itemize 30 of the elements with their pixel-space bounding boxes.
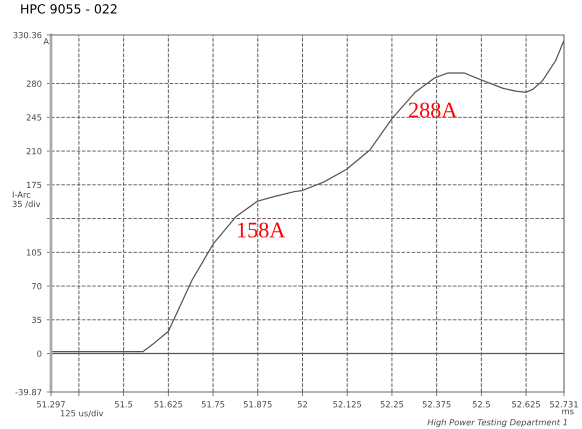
y-tick-label: -39.87	[16, 388, 42, 396]
x-tick-label: 52.731	[550, 401, 578, 408]
x-tick-label: 51.75	[202, 401, 224, 408]
x-tick-label: 52.25	[380, 401, 404, 408]
y-tick-label: 175	[26, 182, 42, 188]
y-tick-label: 210	[26, 148, 42, 154]
text: ms	[562, 410, 574, 414]
x-tick-label: 52	[298, 401, 307, 408]
y-tick-label: 105	[26, 249, 42, 256]
y-tick-label: 280	[26, 80, 42, 87]
chart-title: HPC 9055 - 022	[21, 4, 117, 14]
y-tick-label: 0	[37, 350, 42, 357]
x-tick-label: 51.625	[154, 401, 182, 408]
x-tick-label: 52.375	[422, 401, 450, 408]
annotation: 288A	[408, 102, 458, 118]
y-tick-label: 330.36	[13, 32, 42, 38]
x-tick-label: 52.125	[333, 401, 362, 408]
text: High Power Testing Department 1	[428, 418, 567, 428]
x-axis-title: 125 us/div	[60, 410, 104, 418]
x-tick-label: 51.297	[37, 401, 65, 408]
annotation: 158A	[238, 222, 286, 238]
y-tick-label: 245	[26, 114, 42, 121]
x-tick-label: 52.5	[472, 401, 490, 408]
x-tick-label: 52.625	[512, 401, 540, 408]
y-axis-title: I-Arc 35 /div	[12, 192, 40, 208]
y-tick-label: 35	[32, 316, 42, 324]
text: A	[43, 38, 49, 44]
y-tick-label: 70	[32, 283, 42, 290]
x-tick-label: 51.5	[114, 401, 132, 408]
x-tick-label: 51.875	[244, 401, 272, 408]
